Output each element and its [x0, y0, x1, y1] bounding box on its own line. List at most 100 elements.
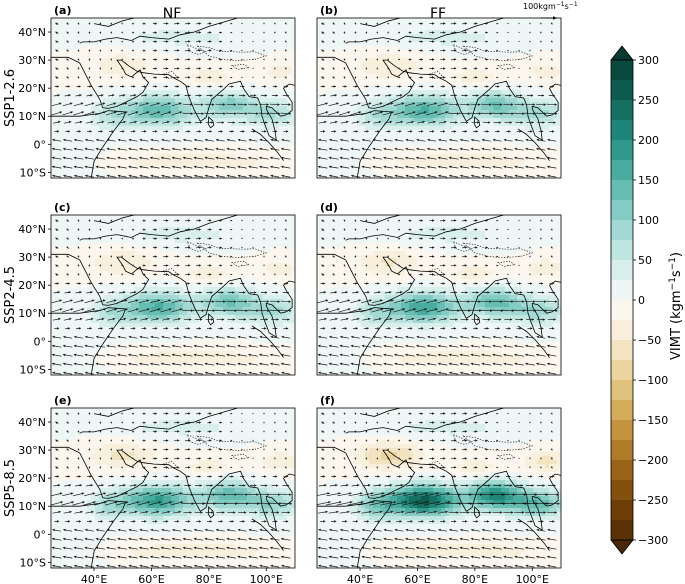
- vimt-cell: [187, 142, 192, 147]
- vimt-cell: [413, 90, 418, 95]
- wind-vector-head: [230, 40, 233, 43]
- vimt-cell: [529, 46, 534, 51]
- wind-vector-head: [237, 165, 240, 169]
- vimt-cell: [231, 34, 236, 39]
- vimt-cell: [393, 82, 398, 87]
- vimt-cell: [485, 106, 490, 111]
- vimt-cell: [291, 58, 295, 63]
- vimt-cell: [123, 130, 128, 135]
- vimt-cell: [107, 18, 112, 23]
- vimt-cell: [317, 86, 322, 91]
- vimt-cell: [413, 26, 418, 31]
- vimt-cell: [481, 66, 486, 71]
- vimt-cell: [381, 90, 386, 95]
- vimt-cell: [509, 30, 514, 35]
- vimt-cell: [167, 62, 172, 67]
- coastline: [251, 128, 284, 161]
- vimt-cell: [263, 146, 268, 151]
- vimt-cell: [171, 130, 176, 135]
- vimt-cell: [445, 126, 450, 131]
- vimt-cell: [255, 78, 260, 83]
- vimt-cell: [485, 126, 490, 131]
- vimt-cell: [171, 94, 176, 99]
- wind-vector-head: [177, 49, 180, 52]
- vimt-cell: [235, 86, 240, 91]
- vimt-cell: [91, 146, 96, 151]
- vimt-cell: [513, 118, 518, 123]
- vimt-cell: [51, 158, 56, 163]
- vimt-cell: [99, 110, 104, 115]
- vimt-cell: [87, 86, 92, 91]
- vimt-cell: [433, 74, 438, 79]
- vimt-cell: [557, 122, 561, 127]
- wind-vector-head: [232, 121, 235, 124]
- vimt-cell: [211, 110, 216, 115]
- vimt-cell: [119, 130, 124, 135]
- vimt-cell: [211, 158, 216, 163]
- vimt-cell: [321, 62, 326, 67]
- vimt-cell: [329, 22, 334, 27]
- vimt-cell: [147, 66, 152, 71]
- vimt-cell: [235, 62, 240, 67]
- vimt-cell: [175, 162, 180, 167]
- vimt-cell: [385, 78, 390, 83]
- vimt-cell: [135, 86, 140, 91]
- vimt-cell: [167, 174, 172, 178]
- vimt-cell: [369, 42, 374, 47]
- vimt-cell: [291, 70, 295, 75]
- vimt-cell: [231, 122, 236, 127]
- vimt-cell: [95, 82, 100, 87]
- vimt-cell: [155, 158, 160, 163]
- vimt-cell: [501, 86, 506, 91]
- vimt-cell: [453, 90, 458, 95]
- vimt-cell: [545, 98, 550, 103]
- vimt-cell: [175, 22, 180, 27]
- vimt-cell: [437, 26, 442, 31]
- vimt-cell: [529, 118, 534, 123]
- wind-vector-head: [216, 174, 219, 178]
- vimt-cell: [219, 62, 224, 67]
- vimt-cell: [227, 162, 232, 167]
- vimt-cell: [95, 158, 100, 163]
- vimt-cell: [83, 46, 88, 51]
- vimt-cell: [223, 38, 228, 43]
- vimt-cell: [51, 18, 56, 23]
- vimt-cell: [155, 134, 160, 139]
- vimt-cell: [63, 158, 68, 163]
- wind-vector-head: [117, 174, 121, 178]
- vimt-cell: [369, 38, 374, 43]
- vimt-cell: [283, 26, 288, 31]
- vimt-cell: [477, 22, 482, 27]
- vimt-cell: [183, 130, 188, 135]
- wind-vector-head: [201, 103, 204, 106]
- vimt-cell: [545, 70, 550, 75]
- vimt-cell: [163, 122, 168, 127]
- vimt-cell: [87, 26, 92, 31]
- vimt-cell: [291, 74, 295, 79]
- vimt-cell: [413, 122, 418, 127]
- vimt-cell: [67, 78, 72, 83]
- vimt-cell: [259, 66, 264, 71]
- vimt-cell: [175, 38, 180, 43]
- wind-vector-head: [143, 22, 146, 25]
- vimt-cell: [91, 118, 96, 123]
- vimt-cell: [195, 154, 200, 159]
- wind-vector-head: [167, 120, 170, 124]
- vimt-cell: [135, 58, 140, 63]
- vimt-cell: [501, 54, 506, 59]
- vimt-cell: [521, 98, 526, 103]
- vimt-cell: [553, 50, 558, 55]
- vimt-cell: [545, 126, 550, 131]
- vimt-cell: [207, 22, 212, 27]
- vimt-cell: [235, 130, 240, 135]
- vimt-cell: [119, 166, 124, 171]
- vimt-cell: [123, 154, 128, 159]
- vimt-cell: [509, 78, 514, 83]
- vimt-cell: [55, 42, 60, 47]
- vimt-cell: [291, 170, 295, 175]
- vimt-cell: [453, 98, 458, 103]
- vimt-cell: [385, 86, 390, 91]
- vimt-cell: [497, 62, 502, 67]
- vimt-cell: [361, 74, 366, 79]
- vimt-cell: [251, 90, 256, 95]
